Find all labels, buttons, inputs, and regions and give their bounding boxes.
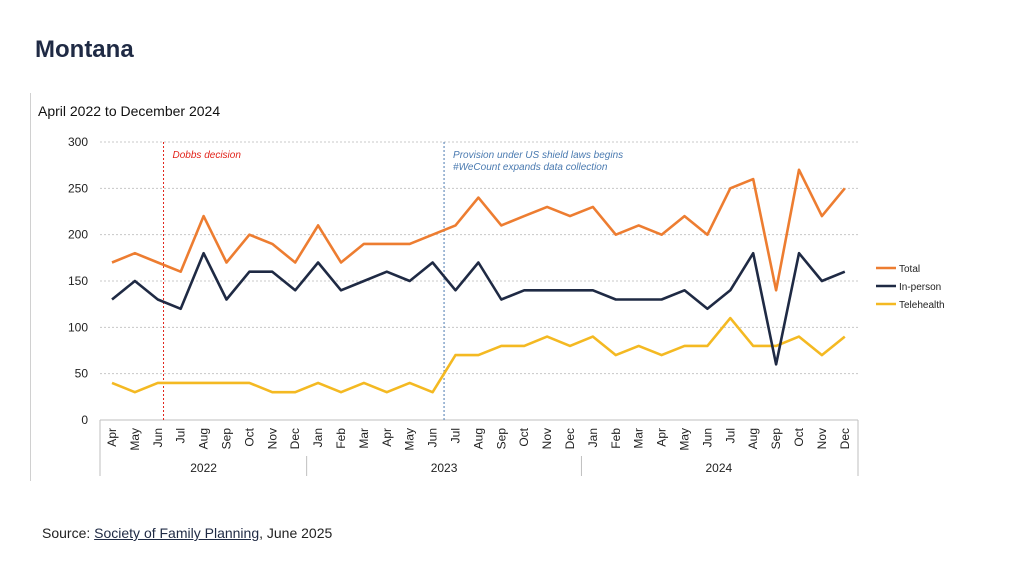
y-tick-label: 50	[75, 367, 89, 381]
x-tick-label: Sep	[220, 428, 234, 450]
x-tick-label: Aug	[746, 428, 760, 449]
source-suffix: , June 2025	[259, 525, 333, 541]
x-tick-label: Jul	[723, 428, 737, 443]
x-tick-label: Jan	[586, 428, 600, 447]
x-tick-label: Dec	[838, 428, 852, 449]
annotation-line-text: Provision under US shield laws begins	[453, 150, 623, 161]
y-tick-label: 150	[68, 274, 88, 288]
x-tick-label: Dec	[288, 428, 302, 449]
x-tick-label: Sep	[494, 428, 508, 450]
series-line-telehealth	[111, 316, 846, 394]
x-tick-label: Oct	[792, 427, 806, 446]
y-tick-label: 250	[68, 181, 88, 195]
x-tick-label: Nov	[815, 428, 829, 449]
x-tick-label: Jun	[426, 428, 440, 447]
x-tick-label: Jul	[174, 428, 188, 443]
series-line-total	[111, 168, 846, 292]
x-tick-label: Jun	[700, 428, 714, 447]
chart-frame-line	[30, 93, 31, 481]
x-year-label: 2022	[190, 461, 217, 475]
y-tick-label: 100	[68, 320, 88, 334]
x-tick-label: Sep	[769, 428, 783, 450]
x-tick-label: May	[403, 428, 417, 451]
x-tick-label: Jul	[449, 428, 463, 443]
legend-label: Telehealth	[899, 300, 945, 311]
x-tick-label: Feb	[609, 428, 623, 449]
x-tick-label: Apr	[380, 428, 394, 447]
page-title: Montana	[35, 36, 134, 63]
x-tick-label: Aug	[197, 428, 211, 449]
x-year-label: 2023	[431, 461, 458, 475]
x-tick-label: Apr	[655, 428, 669, 447]
x-tick-label: Mar	[357, 428, 371, 449]
annotation-line-text: #WeCount expands data collection	[453, 162, 608, 173]
x-year-label: 2024	[705, 461, 732, 475]
x-tick-label: May	[678, 428, 692, 451]
x-tick-label: Aug	[471, 428, 485, 449]
source-note: Source: Society of Family Planning, June…	[42, 525, 332, 541]
x-tick-label: Nov	[265, 428, 279, 449]
x-tick-label: Feb	[334, 428, 348, 449]
x-tick-label: Jan	[311, 428, 325, 447]
chart-title: April 2022 to December 2024	[38, 103, 220, 119]
x-tick-label: May	[128, 428, 142, 451]
x-tick-label: Jun	[151, 428, 165, 447]
y-tick-label: 200	[68, 228, 88, 242]
x-tick-label: Oct	[242, 427, 256, 446]
source-link[interactable]: Society of Family Planning	[94, 525, 260, 541]
x-tick-label: Oct	[517, 427, 531, 446]
x-tick-label: Mar	[632, 428, 646, 449]
y-tick-label: 0	[81, 413, 88, 427]
annotation-label: Provision under US shield laws begins #We…	[453, 150, 623, 173]
annotation-label: Dobbs decision	[173, 150, 242, 161]
x-tick-label: Dec	[563, 428, 577, 449]
legend-label: Total	[899, 264, 920, 275]
y-tick-label: 300	[68, 135, 88, 149]
x-tick-label: Nov	[540, 428, 554, 449]
series-line-in-person	[111, 251, 846, 366]
legend-label: In-person	[899, 282, 941, 293]
source-prefix: Source:	[42, 525, 95, 541]
annotation-line-text: Dobbs decision	[173, 150, 242, 161]
x-tick-label: Apr	[105, 428, 119, 447]
